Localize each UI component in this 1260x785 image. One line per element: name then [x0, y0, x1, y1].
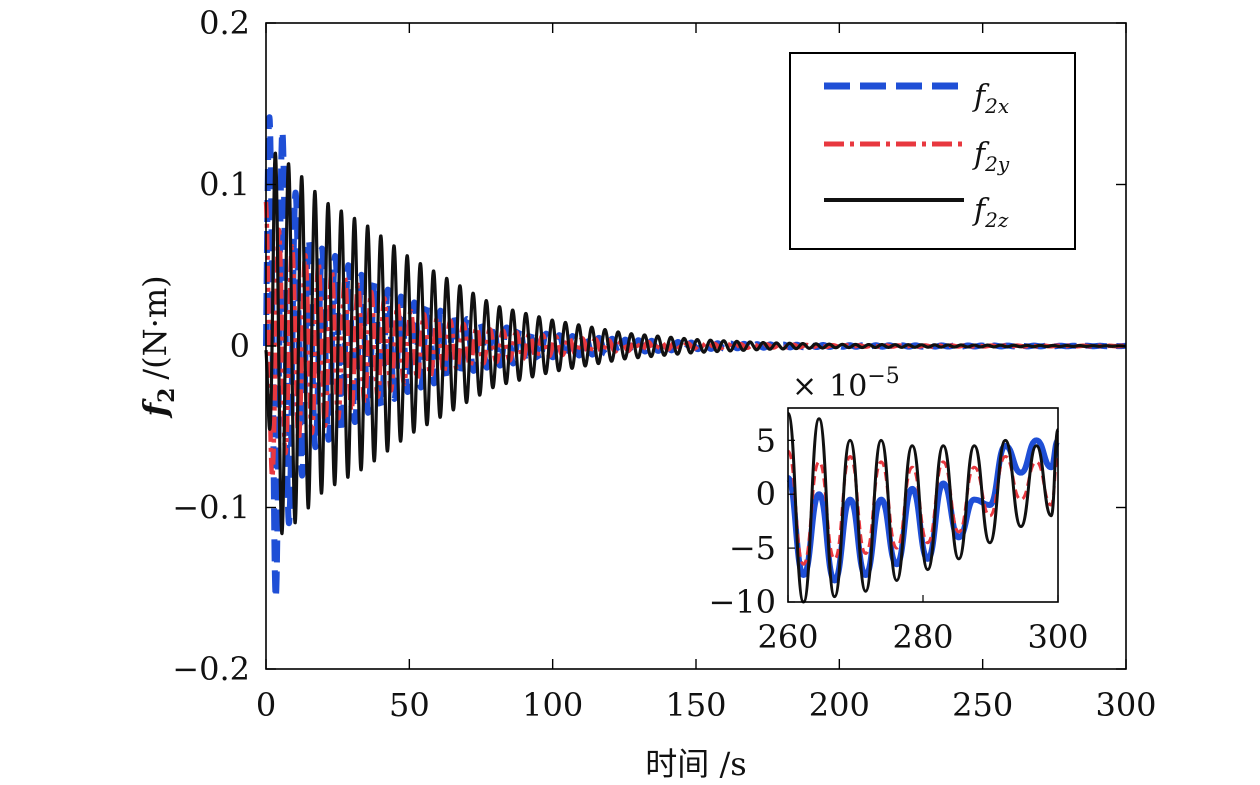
main-x-tick-label: 300: [1095, 686, 1156, 724]
inset-x-tick-label: 260: [757, 618, 818, 656]
legend-entry-f2z: f2z: [824, 193, 1009, 232]
inset-y-tick-label: 5: [756, 421, 776, 459]
series-line-f2z: [264, 151, 1128, 536]
inset-plot: 260 280 300 5 0 −5 −10 × 10−5: [708, 364, 1088, 656]
main-x-tick-label: 100: [522, 686, 583, 724]
main-y-tick-label: 0.1: [199, 166, 250, 204]
inset-x-tick-label: 280: [892, 618, 953, 656]
main-x-tick-label: 150: [665, 686, 726, 724]
y-axis-label-symbol: f: [136, 398, 174, 419]
inset-y-tick-label: −10: [708, 583, 776, 621]
legend: f2x f2y f2z: [789, 52, 1076, 250]
y-axis-label-unit: /(N·m): [136, 275, 174, 379]
inset-series-group: [785, 411, 1061, 604]
inset-x-tick-label: 300: [1027, 618, 1088, 656]
inset-scale-label: × 10−5: [792, 364, 900, 404]
main-plot: 0 50 100 150 200 250 300 −0.2−0.100.10.2 时间 /s…: [136, 4, 1157, 783]
main-y-tick-label: 0.2: [199, 4, 250, 42]
y-axis-label-subscript: 2: [154, 388, 180, 403]
main-x-tick-label: 50: [389, 686, 430, 724]
x-axis-label: 时间 /s: [645, 745, 746, 783]
inset-y-tick-label: 0: [756, 475, 776, 513]
legend-box: [789, 52, 1076, 250]
main-y-tick-label: 0: [230, 327, 250, 365]
inset-y-ticks: 5 0 −5 −10: [708, 421, 795, 621]
y-axis-label: f2 /(N·m): [136, 275, 180, 418]
main-y-tick-label: −0.2: [172, 650, 250, 688]
main-series-group: [263, 114, 1129, 601]
inset-series-line-f2z: [786, 411, 1060, 604]
main-x-tick-label: 0: [256, 686, 276, 724]
main-y-tick-label: −0.1: [172, 489, 250, 527]
main-x-tick-label: 200: [809, 686, 870, 724]
main-x-ticks: 0 50 100 150 200 250 300: [256, 23, 1157, 724]
main-x-tick-label: 250: [952, 686, 1013, 724]
inset-x-ticks: 260 280 300: [757, 595, 1089, 656]
main-y-ticks: −0.2 −0.1 0 0.1 0.2: [172, 4, 1126, 688]
inset-y-tick-label: −5: [729, 529, 776, 567]
